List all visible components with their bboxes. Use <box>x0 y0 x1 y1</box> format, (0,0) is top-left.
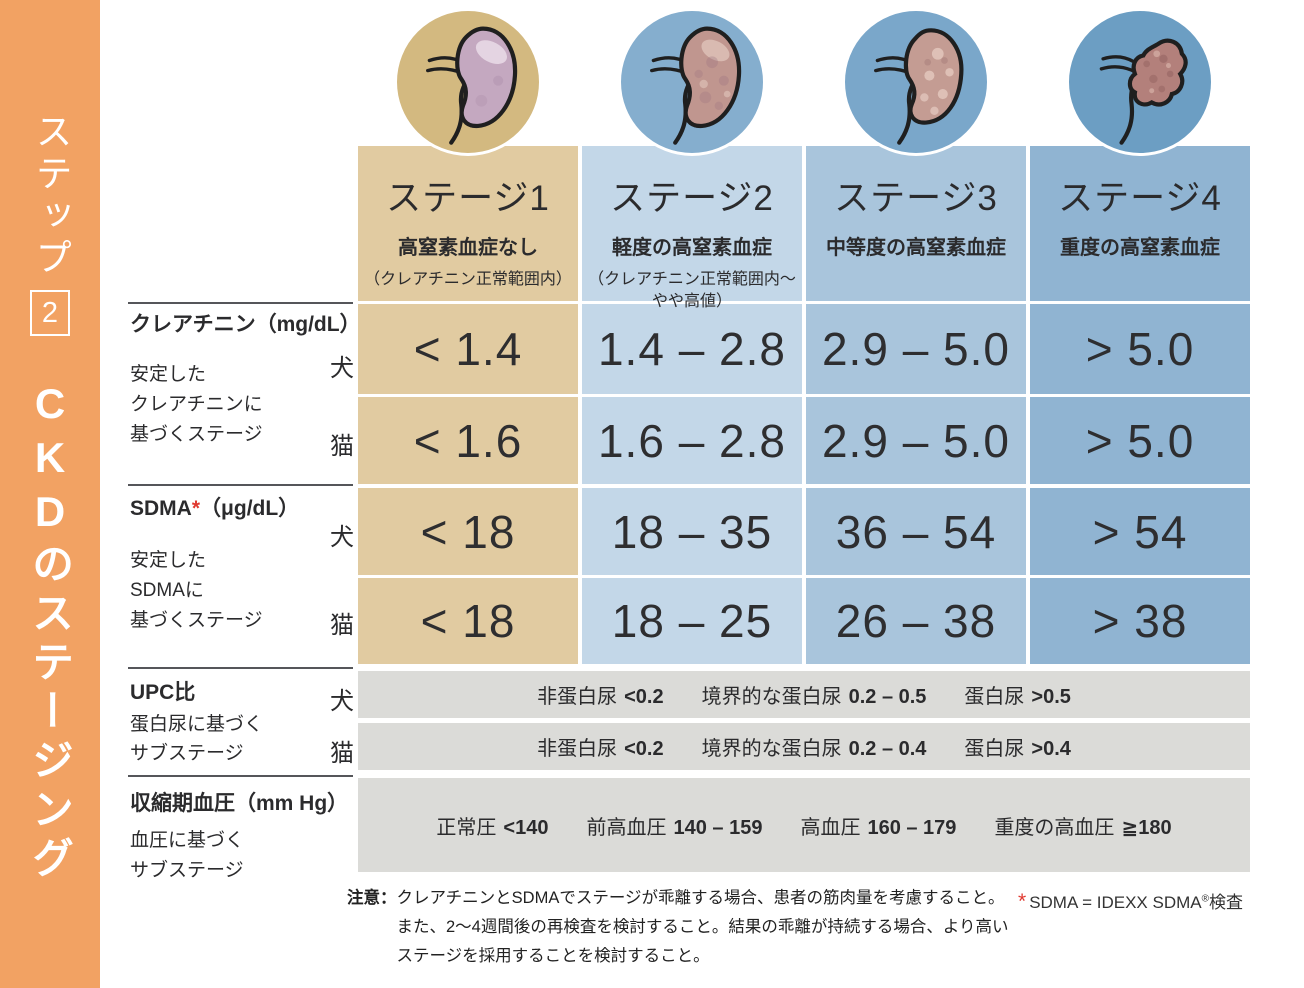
sdma-label-text: SDMA <box>130 497 192 520</box>
sidebar-title: CKDのステージング <box>26 380 74 885</box>
creatinine-section-label: クレアチニン（mg/dL） <box>130 313 361 336</box>
sdma-dog-stage2-cell: 18 – 35 <box>582 488 802 575</box>
creatinine-cat-stage1-cell: < 1.6 <box>358 397 578 484</box>
stage-2-subtitle: 軽度の高窒素血症 <box>612 237 772 259</box>
caution-body: クレアチニンとSDMAでステージが乖離する場合、患者の筋肉量を考慮すること。 ま… <box>396 889 1009 965</box>
kidney-circle-stage-3 <box>842 8 990 156</box>
creatinine-cat-stage2-cell: 1.6 – 2.8 <box>582 397 802 484</box>
stage-4-subtitle: 重度の高窒素血症 <box>1060 237 1220 259</box>
sdma-label-unit: （μg/dL） <box>200 497 300 520</box>
stage-3-subtitle: 中等度の高窒素血症 <box>826 237 1006 259</box>
sdma-dog-stage1-cell: < 18 <box>358 488 578 575</box>
stage-3-title: ステージ3 <box>834 179 998 218</box>
upc-cat-nonproteinuric: 非蛋白尿 <0.2 <box>537 738 664 760</box>
step-sidebar: ステップ 2 CKDのステージング <box>0 0 100 988</box>
upc-dog-borderline: 境界的な蛋白尿 0.2 – 0.5 <box>701 686 927 708</box>
upc-dog-band: 非蛋白尿 <0.2 境界的な蛋白尿 0.2 – 0.5 蛋白尿 >0.5 <box>358 671 1250 718</box>
stage-4-title: ステージ4 <box>1058 179 1222 218</box>
creatinine-cat-stage3-cell: 2.9 – 5.0 <box>806 397 1026 484</box>
sdma-cat-stage1-cell: < 18 <box>358 578 578 664</box>
upc-cat-proteinuric: 蛋白尿 >0.4 <box>964 738 1071 760</box>
registered-mark: ® <box>1201 893 1209 905</box>
upc-section-sublabel: 蛋白尿に基づく サブステージ <box>130 714 264 764</box>
stage-1-note: （クレアチニン正常範囲内） <box>364 271 572 288</box>
bp-hypertensive: 高血圧 160 – 179 <box>800 816 957 839</box>
upc-cat-band: 非蛋白尿 <0.2 境界的な蛋白尿 0.2 – 0.4 蛋白尿 >0.4 <box>358 723 1250 770</box>
kidney-circle-stage-4 <box>1066 8 1214 156</box>
bp-band: 正常圧 <140 前高血圧 140 – 159 高血圧 160 – 179 重度の高血… <box>358 778 1250 872</box>
upc-cat-label: 猫 <box>330 740 354 767</box>
sdma-cat-stage3-cell: 26 – 38 <box>806 578 1026 664</box>
sdma-dog-label: 犬 <box>330 524 354 551</box>
sdma-section-divider <box>128 484 353 486</box>
kidney-healthy-icon <box>426 26 518 145</box>
upc-cat-borderline: 境界的な蛋白尿 0.2 – 0.4 <box>701 738 927 760</box>
sdma-footnote-asterisk: * <box>1018 890 1027 913</box>
stage-3-header: ステージ3 中等度の高窒素血症 <box>806 146 1026 301</box>
kidney-circle-stage-2 <box>618 8 766 156</box>
sdma-section-sublabel: 安定した SDMAに 基づくステージ <box>130 550 263 631</box>
upc-section-label: UPC比 <box>130 681 196 704</box>
bp-section-divider <box>128 775 353 777</box>
sdma-section-label: SDMA*（μg/dL） <box>130 492 362 522</box>
step-label: ステップ <box>30 112 71 280</box>
stage-1-title: ステージ1 <box>386 179 550 218</box>
sdma-label-asterisk: * <box>191 497 201 520</box>
stage-2-title: ステージ2 <box>610 179 774 218</box>
step-number-box: 2 <box>30 290 70 336</box>
bp-prehypertensive: 前高血圧 140 – 159 <box>586 816 763 839</box>
sdma-cat-stage4-cell: > 38 <box>1030 578 1250 664</box>
upc-section-divider <box>128 667 353 669</box>
kidney-circle-stage-1 <box>394 8 542 156</box>
bp-section-sublabel: 血圧に基づく サブステージ <box>130 830 245 881</box>
stage-2-header: ステージ2 軽度の高窒素血症 （クレアチニン正常範囲内～ やや高値） <box>582 146 802 310</box>
sdma-dog-stage4-cell: > 54 <box>1030 488 1250 575</box>
caution-note: 注意： クレアチニンとSDMAでステージが乖離する場合、患者の筋肉量を考慮するこ… <box>347 884 1009 971</box>
bp-severely-hypertensive: 重度の高血圧 ≧180 <box>994 816 1172 839</box>
caution-label: 注意： <box>347 889 397 907</box>
sdma-dog-stage3-cell: 36 – 54 <box>806 488 1026 575</box>
creatinine-cat-label: 猫 <box>330 433 354 460</box>
creatinine-cat-stage4-cell: > 5.0 <box>1030 397 1250 484</box>
creatinine-dog-stage3-cell: 2.9 – 5.0 <box>806 304 1026 394</box>
kidney-mild-disease-icon <box>650 26 742 145</box>
kidney-severe-disease-icon <box>1099 38 1188 145</box>
sdma-cat-label: 猫 <box>330 612 354 639</box>
bp-section-label: 収縮期血圧（mm Hg） <box>130 792 349 815</box>
upc-dog-proteinuric: 蛋白尿 >0.5 <box>964 686 1071 708</box>
upc-dog-nonproteinuric: 非蛋白尿 <0.2 <box>537 686 664 708</box>
sdma-cat-stage2-cell: 18 – 25 <box>582 578 802 664</box>
stage-4-header: ステージ4 重度の高窒素血症 <box>1030 146 1250 301</box>
step-number: 2 <box>41 296 59 329</box>
upc-dog-label: 犬 <box>330 688 354 715</box>
creatinine-dog-label: 犬 <box>330 355 354 382</box>
stage-1-header: ステージ1 高窒素血症なし （クレアチニン正常範囲内） <box>358 146 578 301</box>
kidney-moderate-disease-icon <box>874 28 964 145</box>
creatinine-dog-stage2-cell: 1.4 – 2.8 <box>582 304 802 394</box>
creatinine-section-sublabel: 安定した クレアチニンに 基づくステージ <box>130 364 263 445</box>
stage-2-note: （クレアチニン正常範囲内～ やや高値） <box>588 271 796 310</box>
bp-normotensive: 正常圧 <140 <box>436 816 549 839</box>
creatinine-dog-stage1-cell: < 1.4 <box>358 304 578 394</box>
sdma-footnote-text: SDMA = IDEXX SDMA®検査 <box>1029 893 1243 912</box>
creatinine-dog-stage4-cell: > 5.0 <box>1030 304 1250 394</box>
sdma-footnote: * SDMA = IDEXX SDMA®検査 <box>1018 888 1243 914</box>
creatinine-section-divider <box>128 302 353 304</box>
stage-1-subtitle: 高窒素血症なし <box>398 237 538 259</box>
